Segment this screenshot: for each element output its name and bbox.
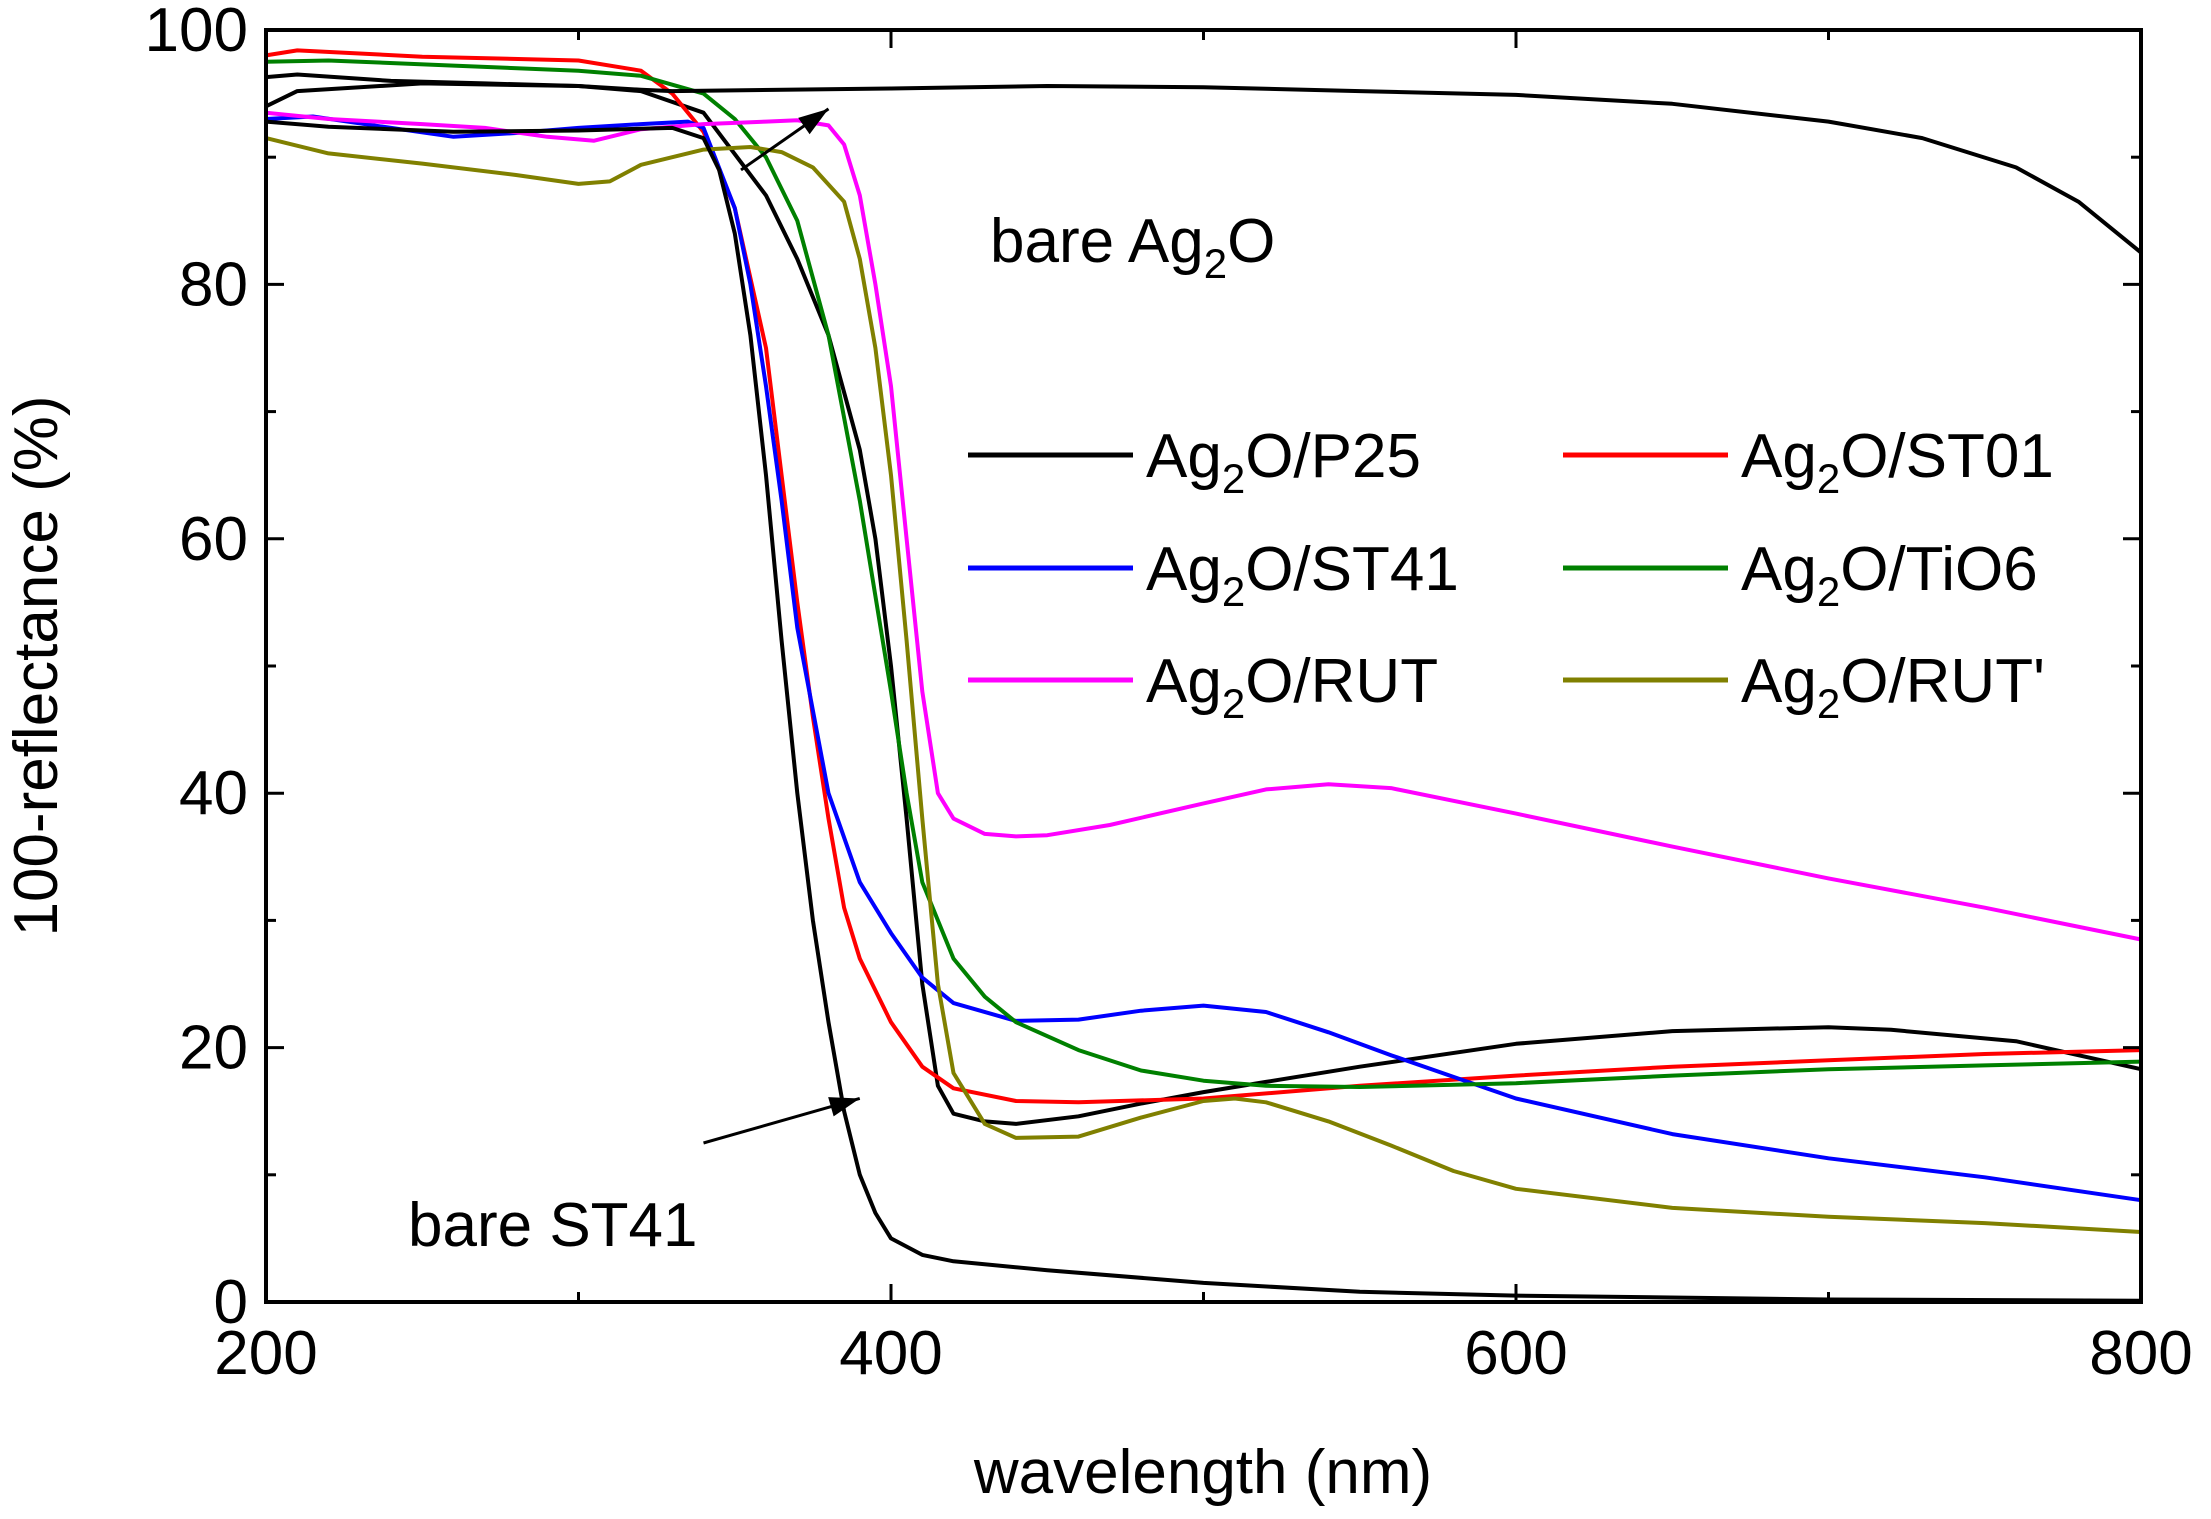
series-line-3 [265, 58, 2142, 1089]
series-line-4 [265, 110, 2142, 942]
legend-label-2: Ag2O/ST41 [1146, 535, 1459, 615]
ticks-layer: 200 400 600 800 0 20 40 60 80 100 [145, 0, 2193, 1388]
x-axis-title: wavelength (nm) [973, 1438, 1432, 1507]
legend-label-5: Ag2O/RUT' [1741, 647, 2045, 727]
y-tick-label: 20 [179, 1014, 248, 1083]
x-tick-label: 200 [214, 1319, 317, 1388]
y-tick-label: 60 [179, 505, 248, 574]
annotations: bare Ag2O bare ST41 [408, 107, 1275, 1260]
series-layer [265, 48, 2143, 1303]
series-line-2 [265, 114, 2142, 1203]
ann-st41-label: bare ST41 [408, 1191, 698, 1260]
x-tick-label: 800 [2089, 1319, 2192, 1388]
legend-label-4: Ag2O/RUT [1146, 647, 1438, 727]
series-line-7 [265, 119, 2142, 1303]
legend-label-1: Ag2O/ST01 [1741, 422, 2054, 502]
x-tick-label: 600 [1464, 1319, 1567, 1388]
legend-label-3: Ag2O/TiO6 [1741, 535, 2038, 615]
ann-ag2o-label: bare Ag2O [990, 207, 1275, 287]
legend: Ag2O/P25 Ag2O/ST01 Ag2O/ST41 Ag2O/TiO6 Ag2O/… [968, 422, 2054, 727]
ann-st41-arrowhead [828, 1097, 860, 1117]
x-tick-label: 400 [839, 1319, 942, 1388]
ann-ag2o-arrowhead [798, 108, 829, 135]
y-tick-label: 40 [179, 759, 248, 828]
series-line-5 [265, 136, 2142, 1234]
series-line-6 [265, 72, 2143, 255]
legend-label-0: Ag2O/P25 [1146, 422, 1421, 502]
y-tick-label: 0 [214, 1268, 248, 1337]
y-tick-label: 80 [179, 250, 248, 319]
y-tick-label: 100 [145, 0, 248, 65]
y-axis-title: 100-reflectance (%) [2, 395, 71, 936]
